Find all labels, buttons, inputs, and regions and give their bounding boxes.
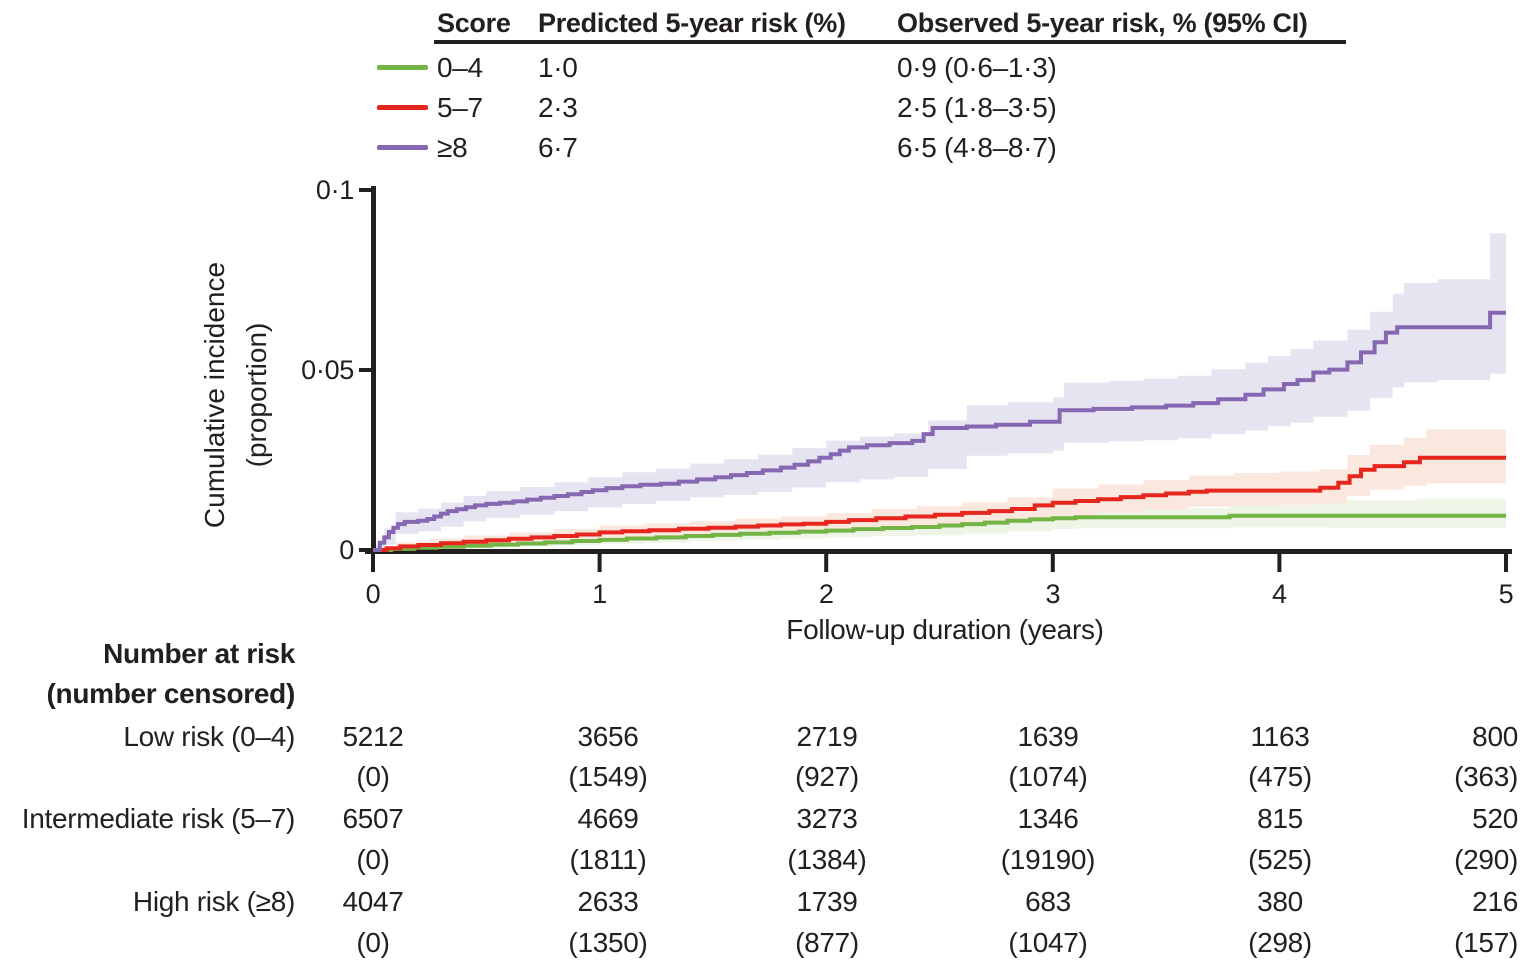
risk-censored-cell: (927) [795,761,859,792]
y-tick-label-0·05: 0·05 [301,355,354,385]
risk-at_risk-cell: 1739 [796,886,858,917]
legend-header-score: Score [437,8,511,38]
legend-predicted-value: 6·7 [538,132,578,163]
y-axis-tick [359,548,373,552]
y-tick-label-0: 0 [339,535,354,565]
x-axis-tick [1504,554,1508,572]
risk-at_risk-cell: 520 [1472,803,1518,834]
risk-at_risk-cell: 1163 [1250,721,1310,752]
x-axis-tick [1050,554,1055,572]
legend-header-rule [434,40,1346,44]
risk-at_risk-cell: 800 [1472,721,1518,752]
risk-censored-cell: (525) [1248,844,1312,875]
x-axis-tick [1277,554,1282,572]
ci-band-series-2 [373,233,1506,550]
step-curve-series-2 [373,310,1506,552]
risk-at_risk-cell: 1346 [1017,803,1079,834]
risk-at_risk-cell: 3273 [796,803,858,834]
legend-observed-value: 2·5 (1·8–3·5) [897,92,1057,123]
risk-censored-cell: (1047) [1008,927,1088,958]
x-tick-label-1: 1 [592,579,607,609]
x-tick-label-5: 5 [1498,579,1514,609]
legend-predicted-value: 2·3 [538,92,578,123]
x-tick-label-3: 3 [1045,579,1061,609]
y-tick-label-0·1: 0·1 [315,175,354,205]
x-tick-label-0: 0 [365,579,381,609]
risk-table-title-line2: (number censored) [46,678,296,709]
risk-at_risk-cell: 5212 [342,721,404,752]
step-curve-series-1 [373,455,1506,552]
legend-score-value: 5–7 [437,92,483,123]
legend-observed-value: 6·5 (4·8–8·7) [897,132,1057,163]
legend-line-swatch [377,145,428,150]
risk-censored-cell: (298) [1248,927,1312,958]
risk-censored-cell: (363) [1454,761,1518,792]
risk-censored-cell: (475) [1248,761,1312,792]
legend-observed-value: 0·9 (0·6–1·3) [897,52,1057,83]
risk-at_risk-cell: 2719 [796,721,858,752]
risk-at_risk-cell: 216 [1472,886,1518,917]
x-axis-title: Follow-up duration (years) [786,614,1104,645]
risk-censored-cell: (1350) [568,927,648,958]
risk-censored-cell: (157) [1454,927,1518,958]
risk-at_risk-cell: 4047 [342,886,404,917]
risk-censored-cell: (19190) [1000,844,1096,875]
risk-at_risk-cell: 683 [1025,886,1071,917]
y-axis-line [371,186,376,554]
risk-table-title-line1: Number at risk [103,638,295,669]
risk-at_risk-cell: 2633 [577,886,639,917]
x-axis-tick [371,554,375,572]
legend-header-predicted: Predicted 5-year risk (%) [538,8,846,38]
x-axis-line [365,549,1512,554]
legend-score-value: ≥8 [437,132,468,163]
risk-at_risk-cell: 1639 [1017,721,1079,752]
legend-predicted-value: 1·0 [538,52,578,83]
x-axis-tick [824,554,829,572]
legend-line-swatch [377,65,428,70]
risk-row-label: Intermediate risk (5–7) [21,803,296,834]
risk-censored-cell: (1811) [569,844,647,875]
risk-at_risk-cell: 3656 [577,721,639,752]
risk-censored-cell: (290) [1454,844,1518,875]
risk-censored-cell: (1384) [787,844,867,875]
risk-row-label: High risk (≥8) [132,886,295,917]
x-axis-tick [597,554,602,572]
risk-censored-cell: (0) [356,927,390,958]
y-axis-title-line1: Cumulative incidence [199,261,230,529]
legend-score-value: 0–4 [437,52,483,83]
y-axis-tick [359,368,373,372]
y-axis-title: Cumulative incidence (proportion) [194,0,280,795]
risk-at_risk-cell: 6507 [342,803,404,834]
risk-censored-cell: (0) [356,844,390,875]
y-axis-tick [359,188,373,192]
legend-line-swatch [377,105,428,110]
step-curve-series-0 [373,513,1506,552]
y-axis-title-line2: (proportion) [241,322,272,468]
x-tick-label-2: 2 [818,579,834,609]
risk-row-label: Low risk (0–4) [123,721,295,752]
legend-header-observed: Observed 5-year risk, % (95% CI) [897,8,1308,38]
risk-censored-cell: (877) [795,927,859,958]
x-tick-label-4: 4 [1272,579,1287,609]
risk-at_risk-cell: 4669 [577,803,639,834]
risk-censored-cell: (1549) [568,761,648,792]
risk-censored-cell: (1074) [1008,761,1088,792]
risk-at_risk-cell: 815 [1257,803,1303,834]
risk-censored-cell: (0) [356,761,390,792]
risk-at_risk-cell: 380 [1257,886,1303,917]
